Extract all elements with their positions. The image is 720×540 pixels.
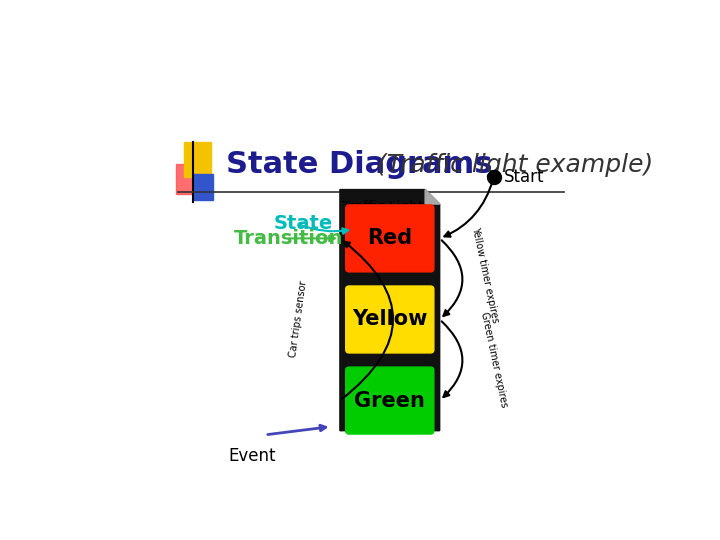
Text: Start: Start <box>504 168 544 186</box>
FancyBboxPatch shape <box>346 286 434 353</box>
Text: Car trips sensor: Car trips sensor <box>288 280 309 359</box>
FancyBboxPatch shape <box>346 367 434 434</box>
Bar <box>184 142 211 177</box>
Text: Green: Green <box>354 390 426 410</box>
Text: Transition: Transition <box>234 229 343 248</box>
Text: Event: Event <box>229 447 276 465</box>
Text: Green timer expires: Green timer expires <box>479 312 509 409</box>
Text: (Traffic light example): (Traffic light example) <box>377 153 654 177</box>
Text: State Diagrams: State Diagrams <box>225 150 492 179</box>
Text: Yellow timer expires: Yellow timer expires <box>470 226 500 323</box>
Text: Yellow: Yellow <box>352 309 428 329</box>
Bar <box>176 164 201 194</box>
FancyBboxPatch shape <box>346 205 434 272</box>
Polygon shape <box>425 190 440 204</box>
Polygon shape <box>340 190 440 431</box>
Text: Red: Red <box>367 228 413 248</box>
Text: Traffic Light: Traffic Light <box>342 200 423 214</box>
Bar <box>193 174 213 200</box>
Text: State: State <box>274 214 333 233</box>
